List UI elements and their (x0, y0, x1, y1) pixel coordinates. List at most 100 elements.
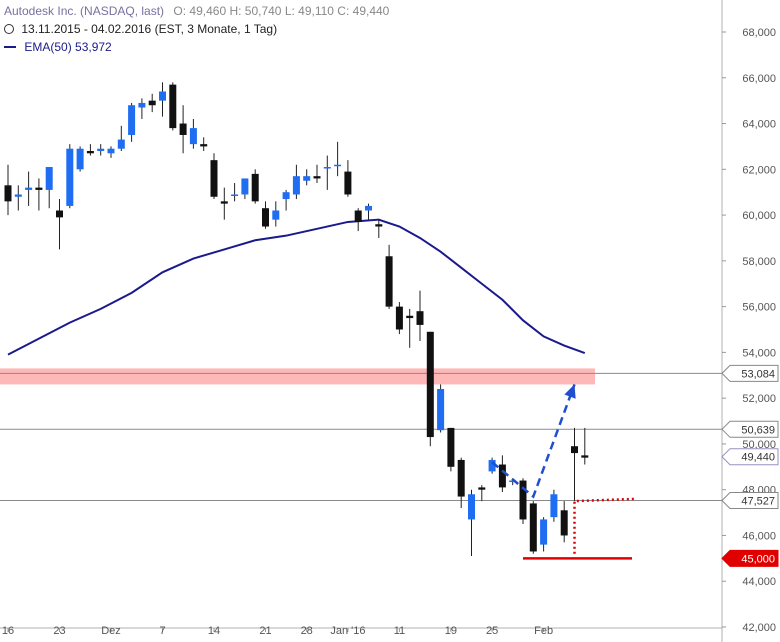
candle-body (395, 306, 403, 330)
candle-body (488, 459, 496, 472)
y-tick-label: 64,000 (742, 119, 776, 131)
candle-body (457, 459, 465, 497)
candle-body (313, 176, 321, 179)
candle-body (509, 480, 517, 483)
ema-legend-swatch (4, 46, 16, 48)
y-tick-label: 50,000 (742, 439, 776, 451)
candle-body (189, 128, 197, 145)
y-tick-label: 52,000 (742, 393, 776, 405)
x-tick-label: 16 (2, 625, 14, 637)
candle-body (571, 446, 578, 454)
candle-body (334, 164, 342, 167)
chart-title-text: Autodesk Inc. (NASDAQ, last) (4, 4, 165, 18)
price-tag (721, 492, 779, 510)
ema-legend-text: EMA(50) 53,972 (24, 40, 112, 54)
candle-body (241, 178, 249, 195)
y-tick-label: 60,000 (742, 210, 776, 222)
candle-body (426, 331, 434, 438)
price-tag-label: 47,527 (741, 496, 775, 508)
y-tick-label: 42,000 (742, 622, 776, 634)
projection-arrow (491, 383, 576, 499)
candle-body (14, 194, 22, 197)
candle-body (529, 503, 537, 552)
y-tick-label: 44,000 (742, 576, 776, 588)
candle-body (282, 192, 290, 200)
ema-line (7, 218, 586, 356)
period-text: 13.11.2015 - 04.02.2016 (EST, 3 Monate, … (21, 22, 278, 36)
x-tick-label: 19 (445, 625, 457, 637)
candle-body (25, 187, 33, 190)
candle-body (45, 167, 53, 190)
y-tick-label: 62,000 (742, 164, 776, 176)
candle-body (519, 480, 527, 520)
candle-body (262, 208, 269, 227)
chart-title: Autodesk Inc. (NASDAQ, last) O: 49,460 H… (4, 4, 389, 18)
price-tag (721, 364, 779, 382)
projection-arrowhead (564, 384, 576, 399)
candle-body (76, 148, 84, 170)
resistance-zone (0, 368, 595, 385)
candle-body (375, 224, 383, 227)
price-tag-label: 45,000 (741, 553, 775, 565)
candle-body (179, 123, 187, 135)
candle-body (498, 464, 506, 488)
candle-body (148, 100, 156, 106)
candle-body (416, 311, 424, 325)
candle-body (478, 487, 486, 490)
price-tag-label: 49,440 (741, 452, 775, 464)
candle-body (344, 171, 352, 195)
candle-body (159, 91, 166, 101)
candle-body (292, 176, 300, 195)
candle-body (365, 205, 372, 211)
y-tick-label: 56,000 (742, 302, 776, 314)
candle-body (97, 148, 105, 151)
y-tick-label: 54,000 (742, 347, 776, 359)
y-tick-label: 66,000 (742, 73, 776, 85)
candle-body (56, 210, 63, 218)
clock-icon (4, 24, 14, 34)
y-tick-label: 46,000 (742, 530, 776, 542)
candle-body (128, 105, 136, 135)
ohlc-readout: O: 49,460 H: 50,740 L: 49,110 C: 49,440 (173, 4, 390, 18)
y-tick-label: 58,000 (742, 256, 776, 268)
price-tag-label: 53,084 (741, 368, 775, 380)
candle-body (468, 494, 475, 520)
candle-body (138, 102, 146, 108)
candle-body (117, 139, 125, 149)
candle-body (4, 185, 12, 202)
x-tick-label: 14 (208, 625, 220, 637)
candle-body (560, 510, 568, 536)
candle-body (447, 427, 455, 467)
candle-body (437, 389, 445, 431)
candle-body (385, 256, 393, 307)
price-tag-label: 50,639 (741, 424, 775, 436)
x-tick-label: Dez (101, 625, 121, 637)
x-tick-label: 25 (486, 625, 498, 637)
candle-body (303, 176, 311, 181)
x-tick-label: 21 (259, 625, 271, 637)
x-tick-label: 11 (394, 625, 405, 637)
candle-body (86, 151, 94, 154)
period-line: 13.11.2015 - 04.02.2016 (EST, 3 Monate, … (4, 22, 277, 36)
candle-body (272, 210, 280, 220)
ema-legend: EMA(50) 53,972 (4, 40, 112, 54)
candle-body (251, 173, 259, 202)
candle-body (35, 187, 43, 190)
candle-body (540, 519, 548, 545)
candle-body (220, 201, 228, 204)
candle-body (107, 148, 115, 154)
candle-body (550, 494, 558, 518)
dotted-projection (573, 497, 637, 554)
candle-body (210, 160, 218, 197)
price-tag (721, 448, 779, 466)
candle-body (581, 455, 589, 458)
x-tick-label: 7 (159, 625, 165, 637)
x-tick-label: Feb (534, 625, 553, 637)
price-tag (721, 549, 779, 567)
candle-body (354, 210, 362, 222)
y-tick-label: 68,000 (742, 27, 776, 39)
candle-body (231, 194, 239, 196)
candle-body (200, 144, 208, 147)
x-tick-label: Jan '16 (330, 625, 365, 637)
